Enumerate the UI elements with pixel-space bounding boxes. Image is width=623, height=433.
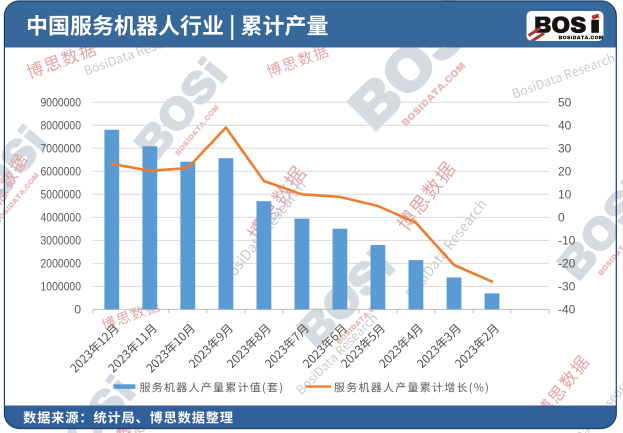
svg-text:-20: -20 [558, 256, 576, 270]
svg-text:6000000: 6000000 [41, 164, 82, 178]
svg-text:2000000: 2000000 [41, 256, 82, 270]
svg-text:0: 0 [74, 302, 81, 316]
svg-text:20: 20 [558, 164, 572, 178]
svg-text:7000000: 7000000 [41, 141, 82, 155]
svg-text:-30: -30 [558, 279, 576, 293]
svg-text:0: 0 [558, 210, 565, 224]
svg-text:5000000: 5000000 [41, 187, 82, 201]
svg-text:-10: -10 [558, 233, 576, 247]
svg-text:40: 40 [558, 118, 572, 132]
svg-text:1000000: 1000000 [41, 279, 82, 293]
svg-text:3000000: 3000000 [41, 233, 82, 247]
svg-text:10: 10 [558, 187, 572, 201]
svg-text:8000000: 8000000 [41, 118, 82, 132]
svg-text:9000000: 9000000 [41, 95, 82, 109]
svg-text:-40: -40 [558, 302, 576, 316]
svg-text:4000000: 4000000 [41, 210, 82, 224]
svg-text:50: 50 [558, 95, 572, 109]
svg-text:30: 30 [558, 141, 572, 155]
